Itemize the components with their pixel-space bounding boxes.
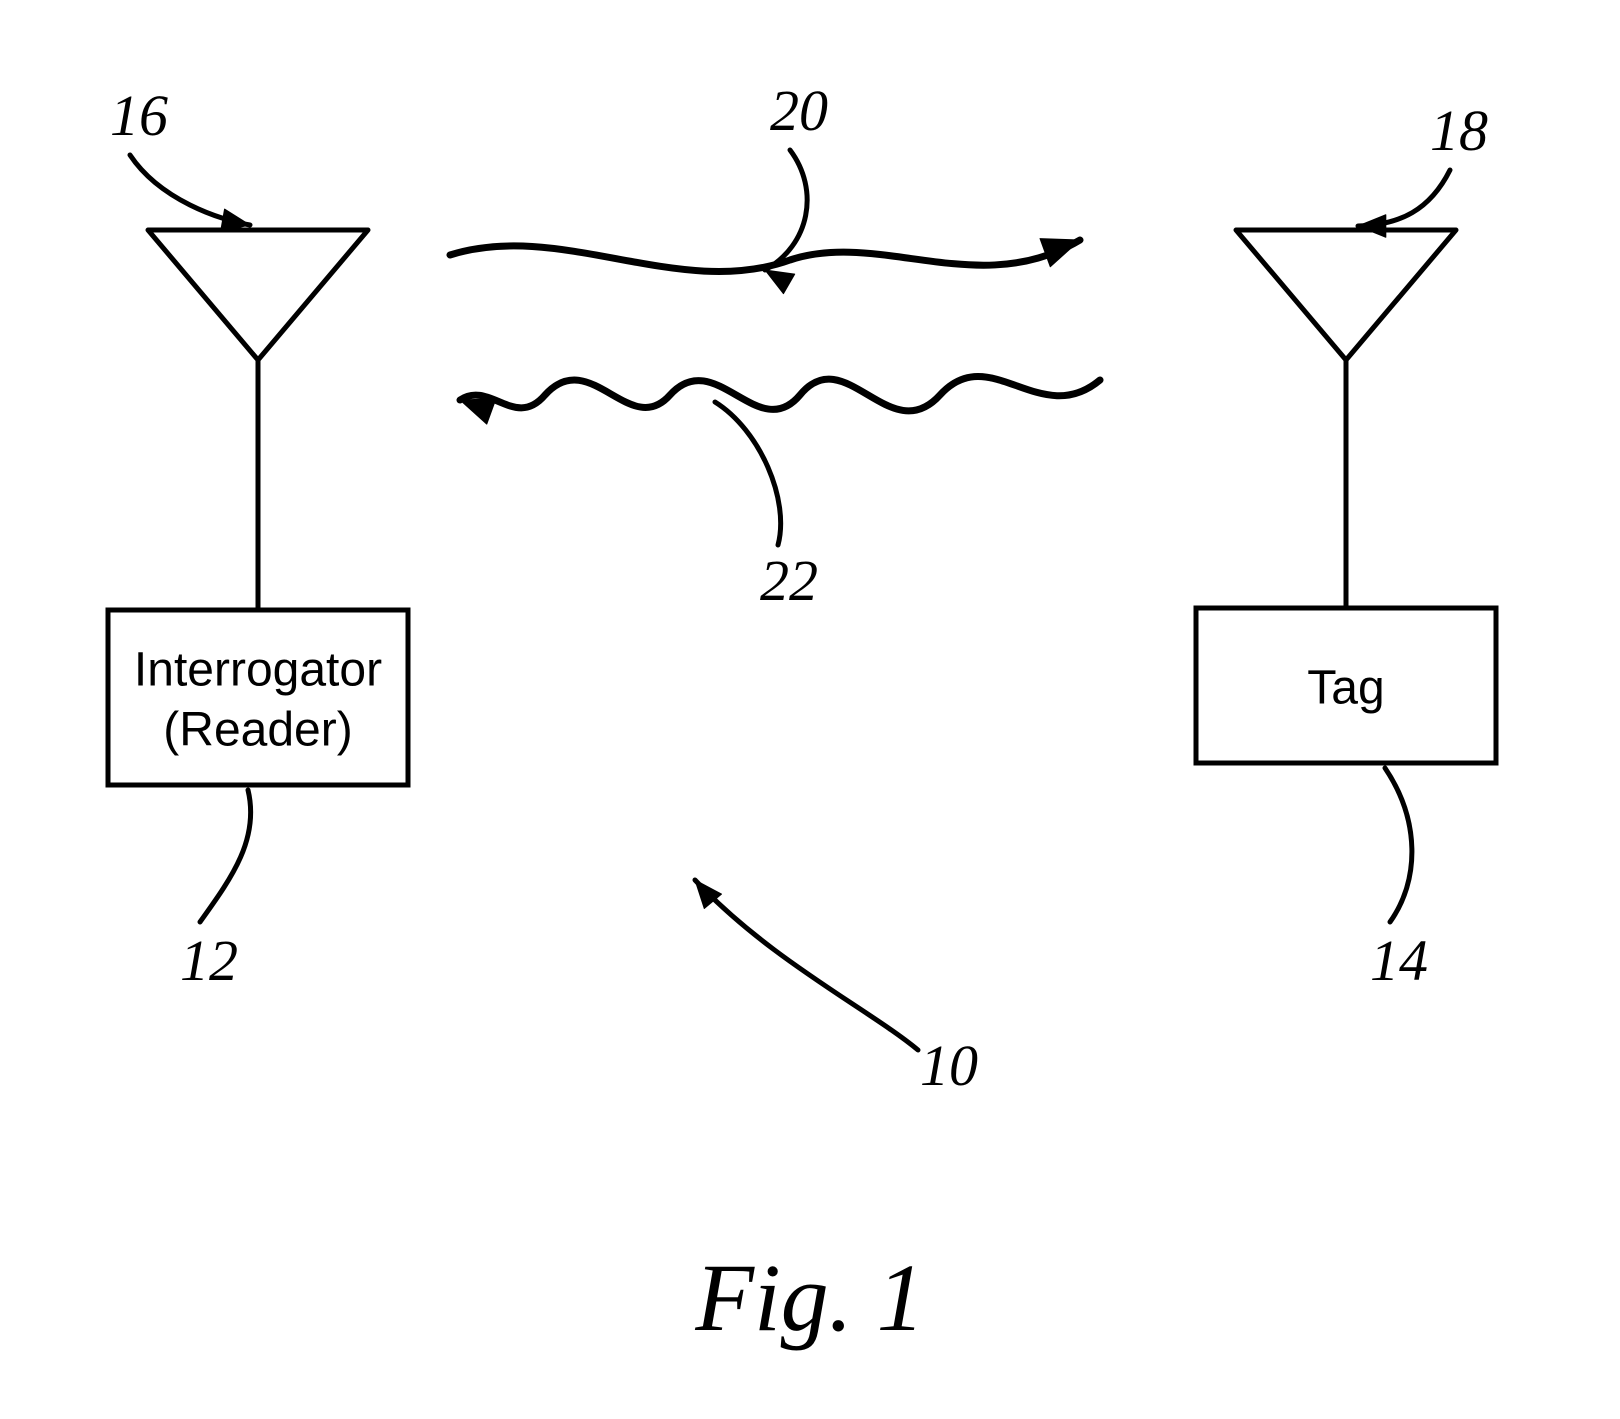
figure-1-svg: Interrogator (Reader) Tag 10 12 14 16 18 20 22… <box>0 0 1620 1419</box>
leader-line-22 <box>715 402 781 545</box>
tag-antenna-triangle <box>1236 230 1456 360</box>
ref-label-18: 18 <box>1430 98 1488 163</box>
leader-arrowhead-20 <box>765 270 795 294</box>
figure-caption: Fig. 1 <box>694 1244 924 1351</box>
interrogator-label-line1: Interrogator <box>134 644 382 697</box>
leader-line-12 <box>200 790 251 922</box>
interrogator-box <box>108 610 408 785</box>
leader-line-18 <box>1358 170 1450 226</box>
leader-arrowhead-18 <box>1358 215 1386 237</box>
interrogator-antenna-triangle <box>148 230 368 360</box>
ref-label-22: 22 <box>760 548 818 613</box>
ref-label-16: 16 <box>110 83 168 148</box>
back-signal-wave <box>460 376 1100 410</box>
tag-label: Tag <box>1307 662 1384 715</box>
forward-signal-arrowhead <box>1040 239 1080 267</box>
ref-label-10: 10 <box>920 1033 978 1098</box>
back-signal-arrowhead <box>460 399 496 424</box>
forward-signal-wave <box>450 240 1080 272</box>
leader-line-14 <box>1385 768 1412 922</box>
interrogator-label-line2: (Reader) <box>163 704 352 757</box>
ref-label-12: 12 <box>180 928 238 993</box>
ref-label-14: 14 <box>1370 928 1428 993</box>
ref-label-20: 20 <box>770 78 828 143</box>
leader-line-10 <box>695 880 918 1050</box>
leader-line-20 <box>765 150 807 270</box>
